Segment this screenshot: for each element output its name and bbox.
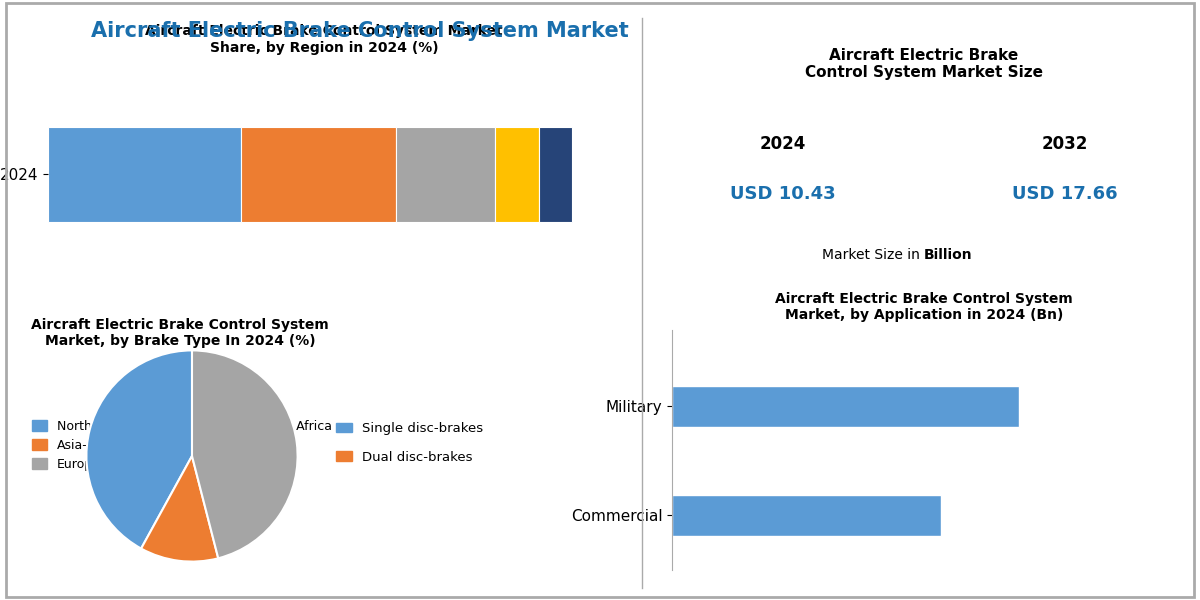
Text: Market Size in: Market Size in (822, 248, 924, 262)
Bar (496, 127, 539, 221)
Text: Aircraft Electric Brake Control System Market: Aircraft Electric Brake Control System M… (91, 21, 629, 41)
Text: USD 17.66: USD 17.66 (1013, 185, 1118, 203)
Bar (672, 386, 1019, 427)
Bar (539, 127, 572, 221)
Bar (672, 495, 941, 536)
Legend: North America, Asia-Pacific, Europe, Middle East and Africa, South America: North America, Asia-Pacific, Europe, Mid… (32, 419, 331, 471)
Text: 2024: 2024 (760, 135, 806, 153)
Text: 2032: 2032 (1042, 135, 1088, 153)
Text: Billion: Billion (924, 248, 973, 262)
Wedge shape (86, 350, 192, 548)
Text: Aircraft Electric Brake
Control System Market Size: Aircraft Electric Brake Control System M… (805, 48, 1043, 80)
Legend: Single disc-brakes, Dual disc-brakes: Single disc-brakes, Dual disc-brakes (330, 416, 488, 469)
Bar (48, 127, 241, 221)
Wedge shape (142, 456, 218, 562)
Title: Aircraft Electric Brake Control System Market
Share, by Region in 2024 (%): Aircraft Electric Brake Control System M… (145, 25, 503, 55)
Text: USD 10.43: USD 10.43 (730, 185, 835, 203)
Title: Aircraft Electric Brake Control System
Market, by Application in 2024 (Bn): Aircraft Electric Brake Control System M… (775, 292, 1073, 322)
Bar (241, 127, 396, 221)
Wedge shape (192, 350, 298, 558)
Bar (396, 127, 496, 221)
Text: Aircraft Electric Brake Control System
Market, by Brake Type In 2024 (%): Aircraft Electric Brake Control System M… (31, 318, 329, 348)
